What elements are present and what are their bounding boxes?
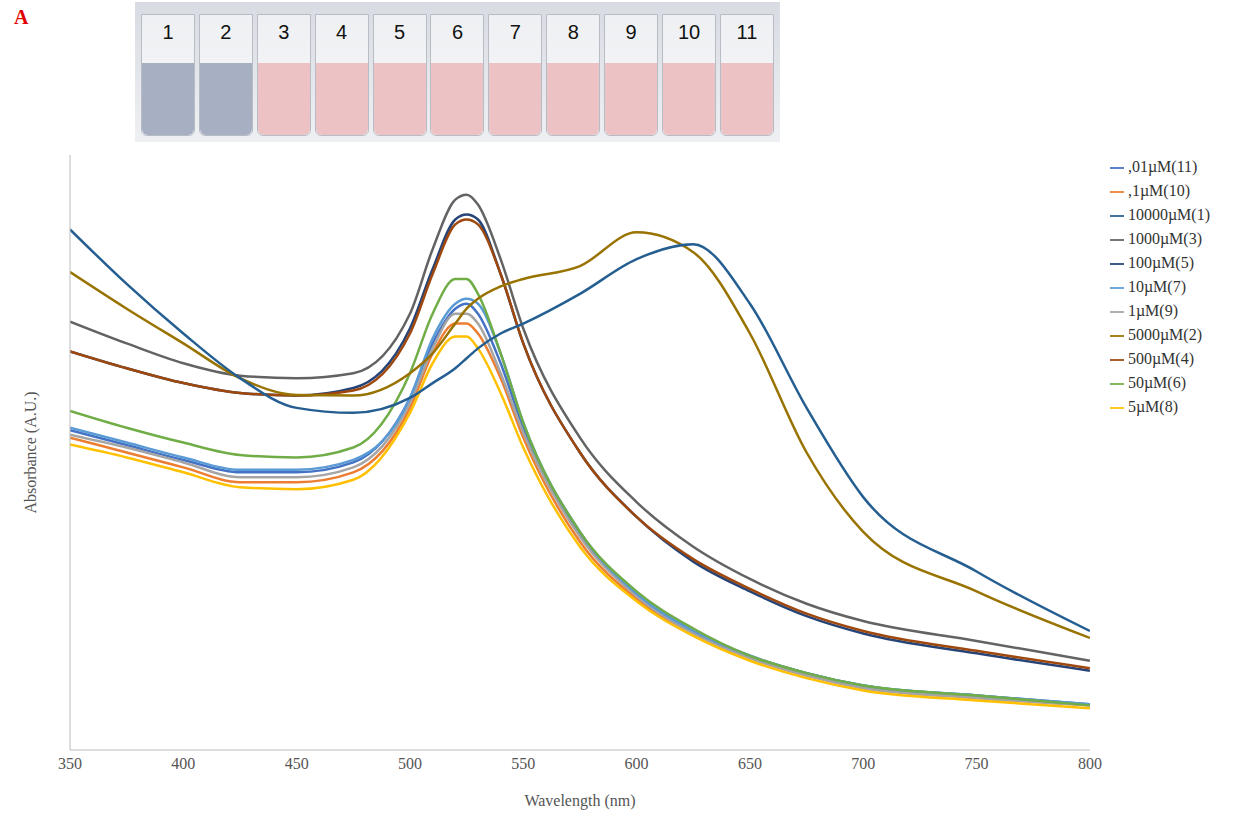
html-text:6: 6 [451, 21, 463, 43]
html-text:9: 9 [625, 21, 637, 43]
html-text:,1µM(10): ,1µM(10) [1127, 182, 1190, 199]
html-text:5µM(8): 5µM(8) [1127, 398, 1178, 415]
svg-text:800: 800 [1078, 755, 1102, 772]
html-text:,01µM(11): ,01µM(11) [1127, 158, 1198, 175]
html-text:7: 7 [509, 21, 521, 43]
svg-text:450: 450 [285, 755, 309, 772]
svg-text:650: 650 [738, 755, 762, 772]
html-text:1000µM(3): 1000µM(3) [1127, 230, 1202, 247]
html-text:500µM(4): 500µM(4) [1127, 350, 1194, 367]
html-text:1: 1 [162, 21, 174, 43]
html-text:A: A [14, 6, 29, 28]
html-text:5: 5 [394, 21, 406, 43]
svg-text:350: 350 [58, 755, 82, 772]
html-text:10µM(7): 10µM(7) [1127, 278, 1186, 295]
html-text:2: 2 [220, 21, 232, 43]
html-text:10000µM(1): 10000µM(1) [1127, 206, 1210, 223]
svg-text:550: 550 [511, 755, 535, 772]
html-text:11: 11 [736, 21, 758, 43]
svg-text:400: 400 [171, 755, 195, 772]
html-text:1µM(9): 1µM(9) [1127, 302, 1178, 319]
svg-text:700: 700 [851, 755, 875, 772]
svg-text:Wavelength (nm): Wavelength (nm) [524, 792, 635, 810]
svg-text:Absorbance (A.U.): Absorbance (A.U.) [22, 391, 40, 513]
html-text:4: 4 [336, 21, 348, 43]
html-text:100µM(5): 100µM(5) [1127, 254, 1194, 271]
html-text:50µM(6): 50µM(6) [1127, 374, 1186, 391]
html-text:8: 8 [567, 21, 579, 43]
svg-text:500: 500 [398, 755, 422, 772]
svg-text:600: 600 [625, 755, 649, 772]
svg-text:750: 750 [965, 755, 989, 772]
html-text:3: 3 [278, 21, 290, 43]
html-text:5000µM(2): 5000µM(2) [1127, 326, 1202, 343]
html-text:10: 10 [677, 21, 701, 43]
